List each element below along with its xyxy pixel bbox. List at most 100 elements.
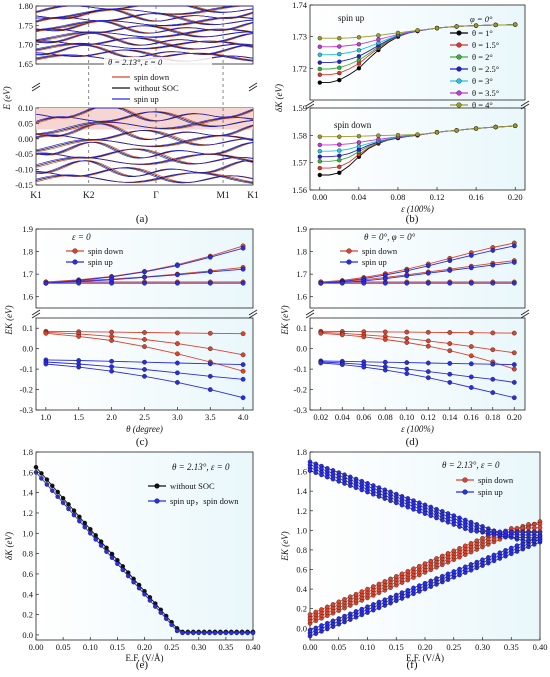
data-point [175, 351, 180, 357]
axis-break-mark [305, 312, 315, 319]
legend-label: θ = 4° [472, 100, 493, 110]
data-point [511, 243, 517, 249]
data-point [50, 483, 55, 489]
y-tick-label: 1.8 [22, 247, 33, 257]
data-point [207, 373, 213, 379]
data-point [422, 561, 428, 566]
data-point [109, 338, 114, 343]
x-tick-label: 0.40 [246, 642, 261, 652]
band-line [35, 148, 254, 165]
data-point [66, 506, 71, 512]
y-tick-label: 1.6 [296, 292, 307, 302]
data-point [425, 360, 431, 366]
data-point [451, 548, 457, 554]
data-point [317, 142, 322, 148]
data-point [422, 511, 428, 516]
data-point [356, 54, 362, 59]
data-point [395, 132, 401, 138]
data-point [440, 553, 445, 559]
y-tick-label: 0.2 [22, 610, 33, 620]
data-point [337, 44, 342, 49]
data-point [93, 537, 98, 542]
data-point [318, 280, 324, 286]
data-point [142, 344, 147, 349]
x-tick-label: 0.15 [389, 642, 404, 652]
data-point [336, 616, 342, 621]
data-point [337, 158, 342, 163]
panel-label: (b) [406, 213, 419, 225]
data-point [55, 494, 60, 499]
x-tick-label: 0.00 [312, 192, 327, 202]
data-point [109, 368, 114, 374]
data-point [82, 520, 88, 526]
x-tick-label: 0.12 [430, 192, 445, 202]
panel-label: (d) [406, 436, 419, 448]
data-point [317, 134, 322, 139]
data-point [131, 579, 136, 585]
data-point [371, 584, 376, 589]
data-point [229, 630, 234, 636]
data-point [330, 476, 336, 482]
data-point [175, 263, 180, 268]
band-line [35, 49, 254, 62]
y-tick-label: 0.6 [296, 565, 307, 575]
data-point [207, 254, 213, 260]
data-point [109, 280, 114, 286]
data-point [447, 341, 453, 346]
data-point [207, 280, 213, 286]
k-point-label: Γ [153, 191, 159, 201]
data-point [425, 375, 431, 381]
data-point [447, 361, 453, 366]
axis-break-mark [31, 82, 41, 89]
data-point [337, 70, 342, 76]
data-point [88, 531, 93, 536]
x-tick-label: 0.10 [399, 412, 414, 422]
x-tick-label: 0.40 [533, 642, 548, 652]
legend-marker [456, 78, 462, 84]
data-point [240, 362, 246, 367]
data-point [404, 268, 410, 274]
plot-background [36, 452, 253, 640]
data-point [376, 37, 381, 42]
data-point [457, 546, 462, 551]
data-point [365, 586, 370, 592]
x-tick-label: 1.0 [41, 412, 52, 422]
y-tick-label: 1.59 [292, 103, 307, 113]
data-point [382, 597, 388, 602]
data-point [207, 630, 212, 636]
data-point [317, 72, 322, 77]
y-axis-label: EK (eV) [280, 305, 290, 335]
y-tick-label: 1.6 [22, 292, 33, 302]
data-point [457, 566, 462, 572]
data-point [207, 387, 213, 392]
data-point [511, 395, 517, 401]
x-tick-label: 0.02 [313, 412, 328, 422]
k-point-label: K1 [30, 191, 42, 201]
data-point [175, 380, 180, 385]
data-point [526, 530, 531, 535]
data-point [514, 529, 520, 535]
data-point [175, 360, 180, 366]
y-tick-label: 0.8 [296, 545, 307, 555]
data-point [71, 512, 77, 518]
data-point [382, 367, 388, 373]
data-point [382, 579, 388, 584]
y-tick-label: 1.4 [22, 488, 33, 498]
plot-background [310, 5, 525, 190]
data-point [142, 373, 147, 379]
y-tick-label: 1.70 [18, 40, 33, 50]
data-point [240, 331, 246, 337]
data-point [44, 482, 50, 487]
data-point [313, 470, 319, 476]
x-tick-label: 0.10 [83, 642, 98, 652]
data-point [109, 334, 114, 339]
y-tick-label: 0.0 [296, 623, 307, 633]
band-line [35, 123, 254, 141]
data-point [319, 623, 324, 628]
x-tick-label: 0.12 [421, 412, 436, 422]
y-tick-label: 1.80 [18, 1, 33, 11]
data-point [404, 340, 410, 345]
data-point [404, 273, 410, 279]
plot-frame-top [35, 228, 254, 309]
data-point [212, 630, 218, 636]
